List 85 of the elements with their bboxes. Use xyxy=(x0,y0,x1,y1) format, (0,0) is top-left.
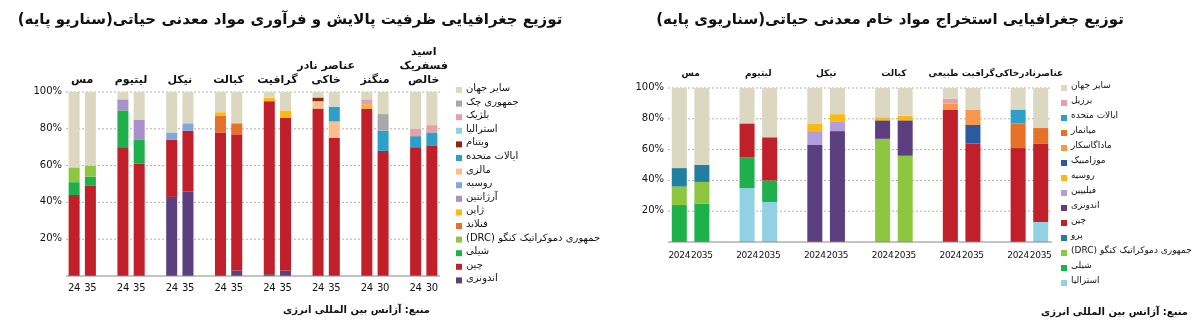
legend-label: بلژیک xyxy=(466,109,490,121)
text: منبع: آژانس بین المللی انرژی xyxy=(283,304,430,315)
text: لیتیوم xyxy=(113,73,149,87)
x-tick-label: 35 xyxy=(229,282,244,293)
x-tick-label: 2035 xyxy=(690,250,714,260)
legend-label: روسیه xyxy=(466,177,493,189)
x-tick-label: 2035 xyxy=(1029,250,1052,260)
x-tick-label: 30 xyxy=(376,282,391,293)
x-tick-label: 30 xyxy=(424,282,439,293)
legend-label: فنلاند xyxy=(466,218,488,229)
x-tick-label: 35 xyxy=(327,282,342,293)
y-tick-label: 80% xyxy=(640,111,664,123)
legend-label: جمهوری چک xyxy=(466,95,519,107)
x-tick-label: 2024 xyxy=(939,250,962,260)
legend-label: ماداگاسکار xyxy=(1071,140,1112,150)
legend-label: پرو xyxy=(1071,230,1083,240)
x-tick-label: 2035 xyxy=(893,250,917,260)
x-tick-label: 24 xyxy=(262,282,277,293)
x-tick-label: 2024 xyxy=(668,250,691,260)
legend-label: جمهوری دموکراتیک کنگو (DRC) xyxy=(1071,245,1192,255)
legend-label: چین xyxy=(466,258,483,270)
legend-label: اندونزی xyxy=(1071,200,1100,210)
text: عناصرنادرخاکی xyxy=(995,67,1064,80)
legend-label: ژاپن xyxy=(466,204,485,216)
chart-title: توزیع جغرافیایی ظرفیت پالایش و فرآوری مواد معدنی حیاتی(سناریو پایه) xyxy=(16,10,564,28)
x-tick-label: 2024 xyxy=(735,250,759,260)
text: نیکل xyxy=(814,67,838,80)
y-tick-label: 80% xyxy=(38,121,62,133)
text: منگنز xyxy=(359,73,391,87)
text: منبع: آژانس بین المللی انرژی xyxy=(1041,306,1188,317)
text: اسید فسفریک خالص xyxy=(398,45,449,87)
legend-label: سایر جهان xyxy=(466,82,511,93)
text: نیکل xyxy=(166,73,194,87)
y-tick-label: 100% xyxy=(32,85,62,96)
y-tick-label: 20% xyxy=(38,232,62,244)
legend-label: چین xyxy=(1071,215,1087,225)
x-tick-label: 24 xyxy=(67,282,82,293)
text: مس xyxy=(680,67,701,80)
x-tick-label: 24 xyxy=(408,282,423,293)
text: لیتیوم xyxy=(744,67,773,80)
legend-label: ویتنام xyxy=(466,136,489,148)
x-tick-label: 2035 xyxy=(758,250,781,260)
text: کبالت xyxy=(213,73,244,86)
legend-label: استرالیا xyxy=(466,122,498,134)
x-tick-label: 24 xyxy=(115,282,130,293)
x-tick-label: 24 xyxy=(359,282,374,293)
y-tick-label: 100% xyxy=(634,81,664,92)
x-tick-label: 2024 xyxy=(1006,250,1030,260)
chart-title: توزیع جغرافیایی استخراج مواد خام معدنی حیاتی(سناریوی پایه) xyxy=(655,10,1125,28)
legend-label: مالزی xyxy=(466,163,491,175)
legend-label: ایالات متحده xyxy=(1071,110,1118,120)
y-tick-label: 60% xyxy=(640,142,664,154)
text: مس xyxy=(71,73,94,86)
x-tick-label: 35 xyxy=(180,282,195,293)
legend-label: میانمار xyxy=(1071,125,1097,135)
y-tick-label: 40% xyxy=(640,173,664,185)
text: گرافیت xyxy=(256,73,299,87)
x-tick-label: 2024 xyxy=(871,250,894,260)
x-tick-label: 2035 xyxy=(961,250,985,260)
y-tick-label: 40% xyxy=(38,195,62,207)
legend-label: استرالیا xyxy=(1071,275,1100,285)
legend-label: سایر جهان xyxy=(1071,80,1111,90)
x-tick-label: 2035 xyxy=(826,250,849,260)
x-tick-label: 2024 xyxy=(803,250,827,260)
legend-label: شیلی xyxy=(466,245,490,257)
legend-label: برزیل xyxy=(1071,95,1093,105)
legend-label: موزامبیک xyxy=(1071,155,1106,165)
legend-label: ایالات متحده xyxy=(466,150,519,161)
x-tick-label: 35 xyxy=(83,282,98,293)
legend-label: جمهوری دموکراتیک کنگو (DRC) xyxy=(466,231,601,243)
legend-label: روسیه xyxy=(1071,170,1095,180)
x-tick-label: 24 xyxy=(164,282,179,293)
text: کبالت xyxy=(880,67,908,80)
legend-label: فیلیپین xyxy=(1071,185,1096,195)
x-tick-label: 24 xyxy=(310,282,326,293)
x-tick-label: 35 xyxy=(132,282,147,293)
legend-label: شیلی xyxy=(1071,260,1092,270)
y-tick-label: 20% xyxy=(640,204,664,216)
text: گرافیت طبیعی xyxy=(927,67,996,78)
text: عناصر نادر خاکی xyxy=(297,59,355,86)
y-tick-label: 60% xyxy=(38,158,62,170)
legend-label: آرژانتین xyxy=(466,190,498,202)
legend-label: اندونزی xyxy=(466,272,498,284)
x-tick-label: 24 xyxy=(213,282,228,293)
x-tick-label: 35 xyxy=(278,282,293,293)
